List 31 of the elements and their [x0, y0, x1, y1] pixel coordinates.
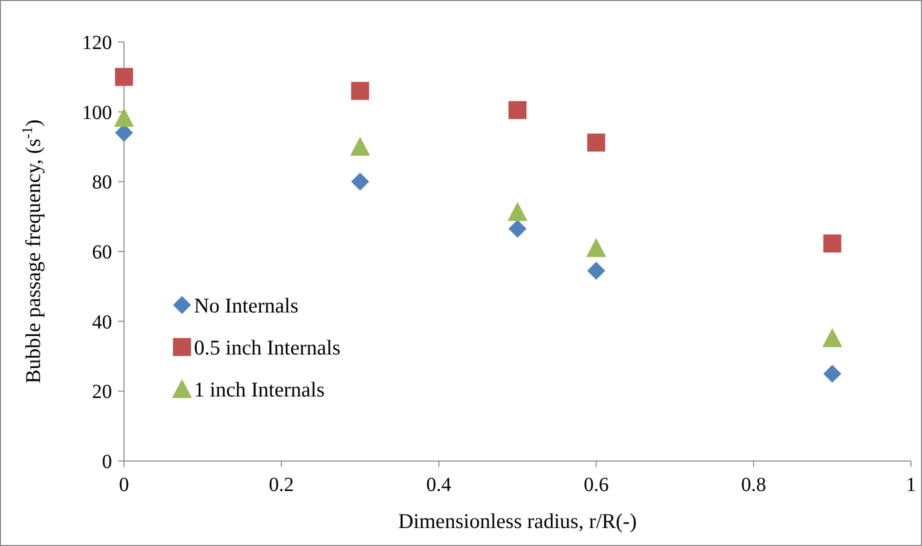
y-tick-label: 20	[92, 381, 112, 404]
x-tick-label: 0	[119, 474, 129, 496]
point	[586, 238, 606, 258]
y-tick-label: 40	[92, 311, 112, 334]
point	[508, 202, 528, 222]
x-tick-label: 0.8	[741, 474, 766, 496]
point	[114, 108, 134, 127]
x-axis-title: Dimensionless radius, r/R(-)	[398, 509, 637, 533]
point	[823, 234, 842, 252]
legend-label: 0.5 inch Internals	[194, 335, 340, 360]
y-tick-label: 100	[82, 102, 112, 124]
y-tick-label: 60	[92, 242, 112, 264]
point	[823, 364, 842, 383]
x-tick-label: 0.2	[268, 474, 294, 496]
point	[350, 136, 370, 156]
x-tick-label: 0.4	[426, 474, 452, 496]
point	[351, 172, 370, 191]
x-tick-label: 1	[906, 474, 916, 496]
point	[822, 328, 842, 348]
point	[508, 101, 526, 120]
y-tick-label: 80	[92, 172, 112, 194]
y-tick-label: 120	[82, 32, 112, 54]
point	[587, 262, 606, 280]
legend-label: 1 inch Internals	[194, 377, 325, 402]
x-tick-label: 0.6	[584, 474, 609, 496]
y-tick-label: 0	[102, 451, 112, 473]
point	[508, 220, 526, 238]
point	[587, 134, 606, 152]
legend-label: No Internals	[194, 293, 298, 318]
point	[351, 82, 370, 100]
point	[115, 68, 133, 86]
